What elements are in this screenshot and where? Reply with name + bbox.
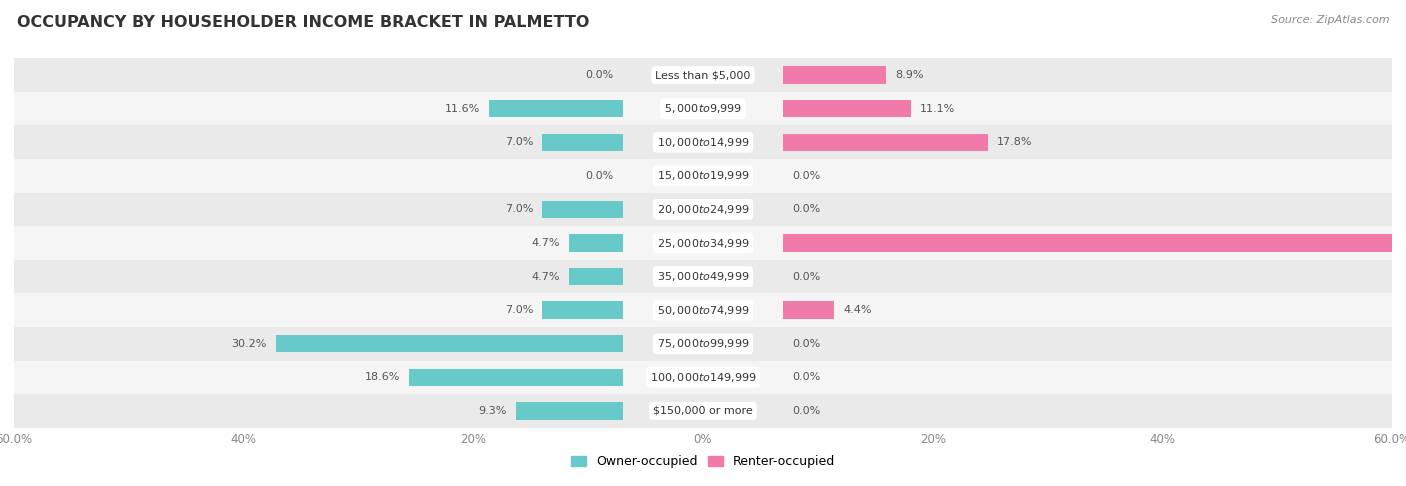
Bar: [409, 368, 623, 386]
Bar: [14, 294, 1392, 327]
Legend: Owner-occupied, Renter-occupied: Owner-occupied, Renter-occupied: [567, 450, 839, 473]
Bar: [276, 335, 623, 352]
Bar: [783, 234, 1406, 252]
Text: 7.0%: 7.0%: [505, 305, 533, 315]
Text: $50,000 to $74,999: $50,000 to $74,999: [657, 304, 749, 317]
Bar: [783, 134, 988, 151]
Bar: [516, 402, 623, 419]
Bar: [14, 260, 1392, 294]
Bar: [14, 192, 1392, 226]
Bar: [568, 234, 623, 252]
Text: $75,000 to $99,999: $75,000 to $99,999: [657, 337, 749, 350]
Text: $20,000 to $24,999: $20,000 to $24,999: [657, 203, 749, 216]
Bar: [543, 301, 623, 319]
Bar: [783, 100, 911, 118]
Text: 0.0%: 0.0%: [585, 70, 613, 80]
Text: 7.0%: 7.0%: [505, 137, 533, 147]
Text: 17.8%: 17.8%: [997, 137, 1032, 147]
Text: $150,000 or more: $150,000 or more: [654, 406, 752, 416]
Text: 0.0%: 0.0%: [793, 272, 821, 281]
Text: $35,000 to $49,999: $35,000 to $49,999: [657, 270, 749, 283]
Bar: [14, 92, 1392, 125]
Bar: [14, 159, 1392, 192]
Text: 4.4%: 4.4%: [844, 305, 872, 315]
Text: Source: ZipAtlas.com: Source: ZipAtlas.com: [1271, 15, 1389, 25]
Text: 18.6%: 18.6%: [364, 372, 399, 382]
Text: $100,000 to $149,999: $100,000 to $149,999: [650, 371, 756, 384]
Bar: [14, 226, 1392, 260]
Bar: [543, 134, 623, 151]
Text: $10,000 to $14,999: $10,000 to $14,999: [657, 136, 749, 149]
Text: 0.0%: 0.0%: [585, 171, 613, 181]
Bar: [489, 100, 623, 118]
Text: 30.2%: 30.2%: [232, 339, 267, 349]
Text: $25,000 to $34,999: $25,000 to $34,999: [657, 237, 749, 249]
Text: 4.7%: 4.7%: [531, 238, 560, 248]
Text: 11.6%: 11.6%: [444, 104, 481, 114]
Bar: [543, 201, 623, 218]
Text: 0.0%: 0.0%: [793, 339, 821, 349]
Text: Less than $5,000: Less than $5,000: [655, 70, 751, 80]
Text: 8.9%: 8.9%: [894, 70, 924, 80]
Bar: [14, 361, 1392, 394]
Text: 0.0%: 0.0%: [793, 406, 821, 416]
Bar: [14, 394, 1392, 428]
Bar: [14, 125, 1392, 159]
Text: 9.3%: 9.3%: [478, 406, 506, 416]
Text: 4.7%: 4.7%: [531, 272, 560, 281]
Bar: [14, 58, 1392, 92]
Text: 7.0%: 7.0%: [505, 205, 533, 214]
Bar: [14, 327, 1392, 361]
Text: 0.0%: 0.0%: [793, 372, 821, 382]
Bar: [783, 67, 886, 84]
Text: OCCUPANCY BY HOUSEHOLDER INCOME BRACKET IN PALMETTO: OCCUPANCY BY HOUSEHOLDER INCOME BRACKET …: [17, 15, 589, 30]
Bar: [568, 268, 623, 285]
Bar: [783, 301, 834, 319]
Text: 11.1%: 11.1%: [920, 104, 955, 114]
Text: $5,000 to $9,999: $5,000 to $9,999: [664, 102, 742, 115]
Text: 0.0%: 0.0%: [793, 171, 821, 181]
Text: 0.0%: 0.0%: [793, 205, 821, 214]
Text: $15,000 to $19,999: $15,000 to $19,999: [657, 169, 749, 182]
